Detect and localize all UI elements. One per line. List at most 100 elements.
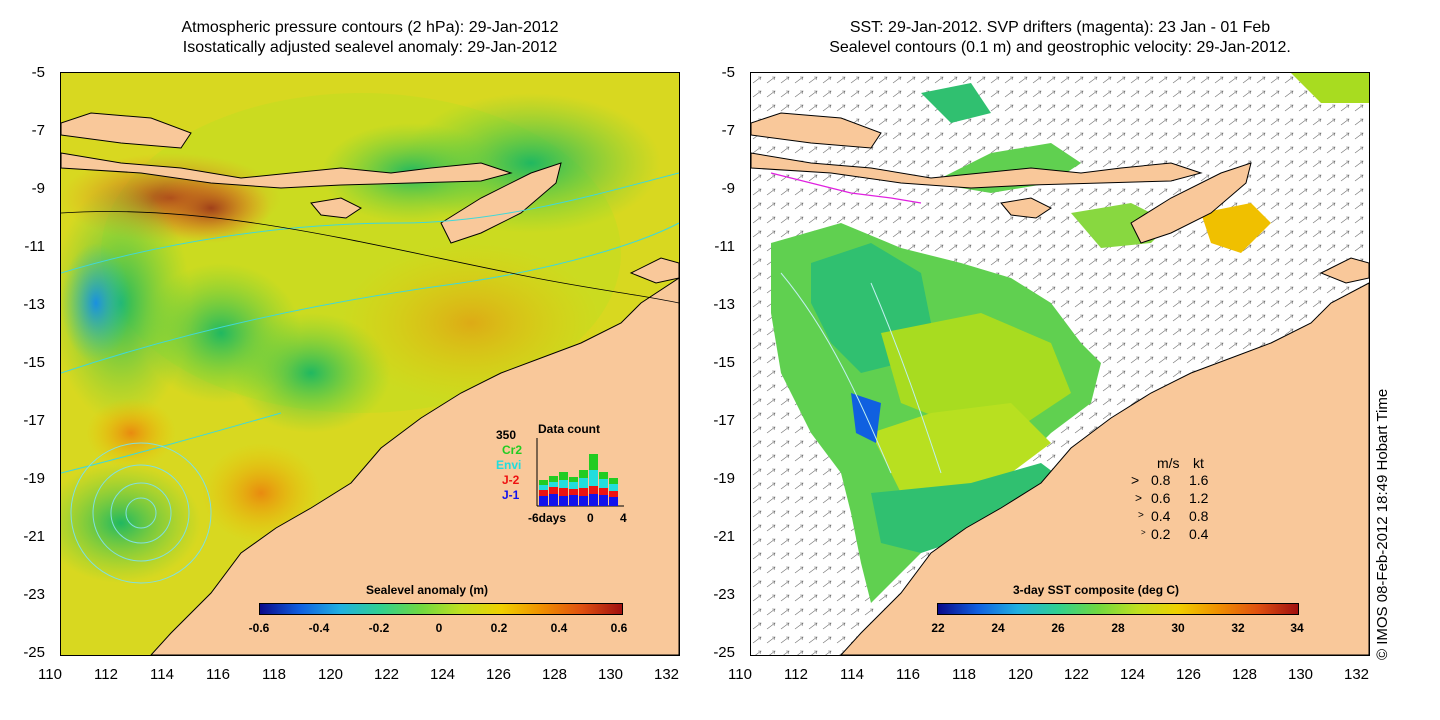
lon-tick-label: 118 <box>262 666 286 683</box>
lon-tick-label: 122 <box>374 666 400 683</box>
lon-tick-label: 120 <box>1008 666 1034 683</box>
lat-tick-label: -23 <box>713 586 735 603</box>
data-count-legend-envi: Envi <box>496 458 522 472</box>
data-count-legend-j1: J-1 <box>502 488 520 502</box>
left-panel-title: Atmospheric pressure contours (2 hPa): 2… <box>60 18 680 58</box>
right-title-line2: Sealevel contours (0.1 m) and geostrophi… <box>829 39 1291 56</box>
sst-colorbar-tick: 24 <box>991 621 1005 635</box>
velocity-legend-arrow: > <box>1131 472 1140 488</box>
lon-tick-label: 110 <box>38 666 62 683</box>
sst-colorbar-tick: 28 <box>1111 621 1125 635</box>
data-count-max: 350 <box>496 428 517 442</box>
sealevel-colorbar-tick: -0.2 <box>368 621 390 635</box>
lon-tick-label: 132 <box>654 666 680 683</box>
left-title-line1: Atmospheric pressure contours (2 hPa): 2… <box>181 19 559 36</box>
data-count-xlabel-zero: 0 <box>587 511 594 525</box>
sealevel-colorbar-tick: -0.6 <box>248 621 270 635</box>
sst-colorbar <box>937 603 1299 615</box>
lat-tick-label: -23 <box>23 586 45 603</box>
lon-tick-label: 118 <box>952 666 976 683</box>
data-count-xlabel-end: 4 <box>620 511 627 525</box>
data-count-title: Data count <box>538 422 601 436</box>
credit-text: © IMOS 08-Feb-2012 18:49 Hobart Time <box>1374 388 1391 660</box>
sst-colorbar-tick: 34 <box>1290 621 1304 635</box>
lat-tick-label: -9 <box>31 180 45 197</box>
lon-tick-label: 128 <box>1232 666 1258 683</box>
sealevel-colorbar-tick: 0.6 <box>610 621 628 635</box>
left-title-line2: Isostatically adjusted sealevel anomaly:… <box>182 39 558 56</box>
sealevel-colorbar-tick: -0.4 <box>308 621 330 635</box>
lon-tick-label: 130 <box>598 666 624 683</box>
data-count-inset: Data count 350 Cr2 Envi J-2 J-1 -6days 0… <box>486 418 636 528</box>
velocity-legend-ms: 0.8 <box>1151 472 1171 488</box>
lat-tick-label: -5 <box>721 64 735 81</box>
lon-tick-label: 126 <box>486 666 512 683</box>
lat-tick-label: -25 <box>713 644 735 661</box>
velocity-legend-kt: 1.6 <box>1189 472 1209 488</box>
sst-colorbar-tick: 26 <box>1051 621 1065 635</box>
lon-tick-label: 116 <box>206 666 230 683</box>
velocity-legend: m/s kt > 0.8 1.6 > 0.6 1.2 > 0.4 0.8 > 0… <box>1129 455 1239 545</box>
lon-tick-label: 114 <box>150 666 174 683</box>
velocity-legend-arrow: > <box>1138 510 1144 521</box>
lon-tick-label: 130 <box>1288 666 1314 683</box>
lat-tick-label: -13 <box>23 296 45 313</box>
lon-tick-label: 122 <box>1064 666 1090 683</box>
lat-tick-label: -13 <box>713 296 735 313</box>
velocity-legend-header-kt: kt <box>1193 455 1204 471</box>
data-count-histogram <box>536 438 624 507</box>
lat-tick-label: -9 <box>721 180 735 197</box>
lon-tick-label: 114 <box>840 666 864 683</box>
sealevel-colorbar-tick: 0.4 <box>550 621 568 635</box>
lon-tick-label: 116 <box>896 666 920 683</box>
lat-tick-label: -21 <box>713 528 735 545</box>
velocity-legend-ms: 0.4 <box>1151 508 1171 524</box>
lat-tick-label: -15 <box>23 354 45 371</box>
data-count-legend-j2: J-2 <box>502 473 520 487</box>
sealevel-anomaly-map[interactable]: Sealevel anomaly (m) -0.6 -0.4 -0.2 0 0.… <box>60 72 680 656</box>
lon-tick-label: 110 <box>728 666 752 683</box>
data-count-xlabel-start: -6days <box>528 511 567 525</box>
sealevel-anomaly-map-canvas <box>61 73 679 655</box>
sst-colorbar-tick: 30 <box>1171 621 1185 635</box>
data-count-legend-cr2: Cr2 <box>502 443 523 457</box>
lat-tick-label: -25 <box>23 644 45 661</box>
velocity-legend-kt: 0.8 <box>1189 508 1209 524</box>
lat-tick-label: -17 <box>23 412 45 429</box>
lon-tick-label: 128 <box>542 666 568 683</box>
sealevel-colorbar-title: Sealevel anomaly (m) <box>366 583 489 597</box>
velocity-legend-ms: 0.6 <box>1151 490 1171 506</box>
lat-tick-label: -7 <box>31 122 45 139</box>
velocity-legend-header-ms: m/s <box>1157 455 1180 471</box>
lat-tick-label: -19 <box>23 470 45 487</box>
lon-tick-label: 126 <box>1176 666 1202 683</box>
lon-tick-label: 112 <box>784 666 808 683</box>
sealevel-colorbar-tick: 0.2 <box>490 621 508 635</box>
lon-tick-label: 124 <box>1120 666 1146 683</box>
sst-colorbar-title: 3-day SST composite (deg C) <box>1013 583 1180 597</box>
sealevel-colorbar-tick: 0 <box>435 621 443 635</box>
lat-tick-label: -19 <box>713 470 735 487</box>
lat-tick-label: -15 <box>713 354 735 371</box>
lon-tick-label: 112 <box>94 666 118 683</box>
lat-tick-label: -11 <box>714 238 735 255</box>
lat-tick-label: -11 <box>24 238 45 255</box>
lon-tick-label: 132 <box>1344 666 1370 683</box>
velocity-legend-kt: 1.2 <box>1189 490 1209 506</box>
lat-tick-label: -7 <box>721 122 735 139</box>
sealevel-colorbar <box>259 603 623 615</box>
lon-tick-label: 120 <box>318 666 344 683</box>
right-title-line1: SST: 29-Jan-2012. SVP drifters (magenta)… <box>849 19 1271 36</box>
velocity-legend-ms: 0.2 <box>1151 526 1171 542</box>
sst-colorbar-tick: 32 <box>1231 621 1245 635</box>
sst-map[interactable]: m/s kt > 0.8 1.6 > 0.6 1.2 > 0.4 0.8 > 0… <box>750 72 1370 656</box>
lat-tick-label: -21 <box>23 528 45 545</box>
lat-tick-label: -17 <box>713 412 735 429</box>
lon-tick-label: 124 <box>430 666 456 683</box>
sst-map-canvas <box>751 73 1369 655</box>
lat-tick-label: -5 <box>31 64 45 81</box>
velocity-legend-kt: 0.4 <box>1189 526 1209 542</box>
velocity-legend-arrow: > <box>1135 491 1143 505</box>
sst-colorbar-tick: 22 <box>931 621 945 635</box>
right-panel-title: SST: 29-Jan-2012. SVP drifters (magenta)… <box>750 18 1370 58</box>
